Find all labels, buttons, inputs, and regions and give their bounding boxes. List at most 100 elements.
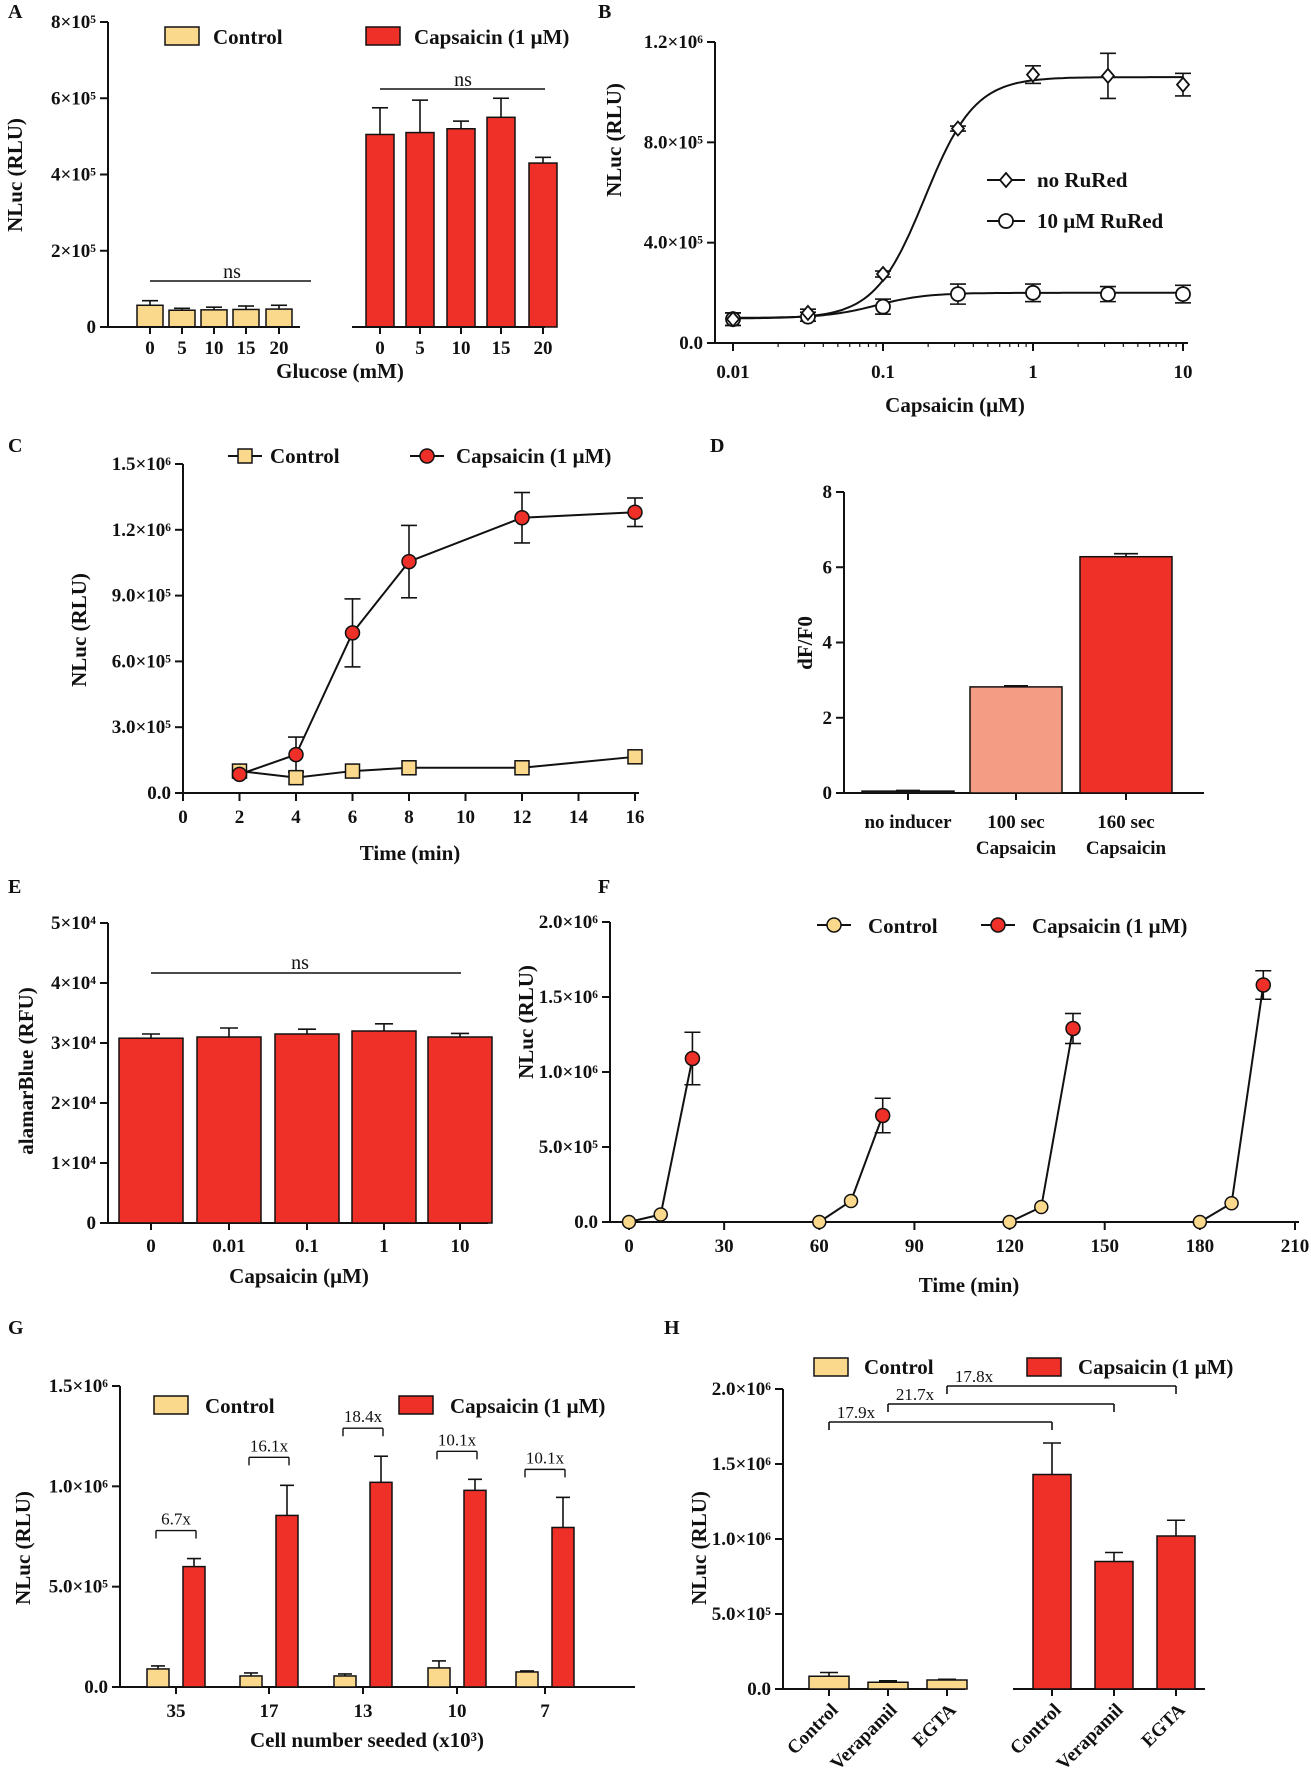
bar-G-capsaicin bbox=[463, 1489, 487, 1688]
panel-C-y-axis-label: NLuc (RLU) bbox=[67, 573, 91, 687]
legend-label-H-capsaicin: Capsaicin (1 μM) bbox=[1078, 1355, 1233, 1379]
panel-D-x-tick-label: 160 sec bbox=[1097, 812, 1155, 833]
bar-D-2 bbox=[1079, 555, 1173, 794]
panel-D-y-axis-label: dF/F0 bbox=[793, 616, 817, 670]
panel-D-x-tick-label: 100 sec bbox=[987, 812, 1045, 833]
panel-H-x-tick-label: Control bbox=[1006, 1700, 1065, 1759]
line-F-segment bbox=[628, 1058, 694, 1223]
panel-A-y-tick-label: 4×10⁵ bbox=[51, 165, 96, 186]
panel-C-y-tick-label: 1.2×10⁶ bbox=[112, 520, 172, 541]
point-B-rured bbox=[875, 298, 891, 315]
panel-G-y-tick-label: 0.0 bbox=[84, 1677, 108, 1698]
legend-label-H-control: Control bbox=[864, 1355, 934, 1379]
panel-D-y-tick-label: 2 bbox=[823, 708, 833, 729]
panel-C-x-tick-label: 2 bbox=[235, 807, 245, 828]
point-F-control bbox=[812, 1214, 827, 1230]
panel-G-x-tick-label: 13 bbox=[354, 1701, 373, 1722]
bar-A-control bbox=[200, 309, 228, 328]
legend-swatch-A-capsaicin bbox=[365, 26, 401, 46]
panel-E-y-tick-label: 4×10⁴ bbox=[51, 973, 96, 994]
line-F-segment bbox=[1009, 1028, 1074, 1223]
panel-C-x-tick-label: 14 bbox=[569, 807, 589, 828]
point-F-control bbox=[1002, 1214, 1017, 1230]
point-B-no-rured bbox=[875, 265, 891, 283]
bar-D-0 bbox=[861, 790, 955, 794]
panel-label-C: C bbox=[8, 435, 22, 457]
bar-G-capsaicin bbox=[182, 1565, 206, 1688]
fold-change-label-G: 10.1x bbox=[526, 1448, 565, 1467]
bar-E-4 bbox=[427, 1036, 493, 1224]
panel-A-x-tick-label: 10 bbox=[205, 338, 224, 359]
panel-E-y-tick-label: 3×10⁴ bbox=[51, 1033, 96, 1054]
point-F-control bbox=[1034, 1199, 1049, 1215]
panel-E-x-tick-label: 0.01 bbox=[212, 1236, 245, 1257]
panel-B-x-tick-label: 1 bbox=[1028, 362, 1038, 383]
panel-G-x-tick-label: 17 bbox=[260, 1701, 280, 1722]
panel-H-x-tick-label: EGTA bbox=[909, 1699, 961, 1751]
point-B-rured bbox=[1100, 286, 1116, 302]
panel-G-x-axis-label: Cell number seeded (x10³) bbox=[250, 1728, 484, 1752]
point-C-control bbox=[344, 763, 361, 779]
point-C-capsaicin bbox=[514, 509, 530, 526]
point-C-capsaicin bbox=[231, 766, 248, 783]
point-F-capsaicin bbox=[874, 1107, 891, 1124]
bar-H-capsaicin bbox=[1032, 1473, 1072, 1690]
bar-A-control bbox=[232, 308, 260, 328]
point-F-control bbox=[843, 1193, 859, 1209]
bar-G-capsaicin bbox=[369, 1481, 393, 1688]
legend-label-C-capsaicin: Capsaicin (1 μM) bbox=[456, 444, 611, 468]
bar-A-control bbox=[136, 304, 164, 328]
panel-G-x-tick-label: 10 bbox=[448, 1701, 467, 1722]
panel-H-y-axis-label: NLuc (RLU) bbox=[687, 1491, 711, 1605]
panel-A-x-tick-label: 0 bbox=[145, 338, 155, 359]
legend-swatch-H-control bbox=[813, 1357, 849, 1377]
panel-A-y-axis-label: NLuc (RLU) bbox=[3, 118, 27, 232]
line-C-capsaicin bbox=[239, 511, 636, 776]
bar-E-0 bbox=[118, 1037, 184, 1224]
bar-G-control bbox=[427, 1667, 451, 1688]
panel-F-x-tick-label: 60 bbox=[810, 1236, 829, 1257]
panel-E-y-axis-label: alamarBlue (RFU) bbox=[14, 987, 38, 1154]
bar-A-capsaicin bbox=[405, 131, 435, 328]
panel-label-F: F bbox=[598, 876, 610, 898]
bar-A-capsaicin bbox=[486, 116, 516, 328]
panel-A-x-tick-label: 10 bbox=[452, 338, 471, 359]
point-F-control bbox=[621, 1214, 637, 1230]
bar-G-control bbox=[515, 1671, 539, 1688]
point-F-control bbox=[653, 1207, 668, 1222]
bar-G-capsaicin bbox=[551, 1526, 575, 1688]
panel-E-x-tick-label: 10 bbox=[451, 1236, 470, 1257]
point-B-no-rured bbox=[725, 310, 741, 328]
bar-H-control bbox=[808, 1675, 850, 1690]
panel-F-y-tick-label: 2.0×10⁶ bbox=[539, 912, 599, 933]
panel-G-x-tick-label: 35 bbox=[167, 1701, 186, 1722]
legend-label-G-capsaicin: Capsaicin (1 μM) bbox=[450, 1394, 605, 1418]
ns-label-A-capsaicin: ns bbox=[454, 69, 472, 91]
point-C-control bbox=[627, 749, 643, 765]
panel-A-y-tick-label: 8×10⁵ bbox=[51, 12, 96, 33]
point-B-no-rured bbox=[1100, 67, 1116, 85]
bar-G-capsaicin bbox=[275, 1514, 299, 1688]
legend-label-A-capsaicin: Capsaicin (1 μM) bbox=[414, 25, 569, 49]
panel-G-x-tick-label: 7 bbox=[540, 1701, 550, 1722]
panel-E-y-tick-label: 1×10⁴ bbox=[51, 1153, 96, 1174]
legend-marker-F-control bbox=[826, 917, 842, 933]
fold-change-label-G: 6.7x bbox=[161, 1510, 191, 1529]
panel-G-y-tick-label: 1.0×10⁶ bbox=[49, 1476, 109, 1497]
panel-H-y-tick-label: 1.0×10⁶ bbox=[712, 1529, 772, 1550]
panel-H-y-tick-label: 5.0×10⁵ bbox=[712, 1604, 772, 1625]
legend-swatch-G-control bbox=[153, 1395, 189, 1415]
point-C-control bbox=[288, 769, 304, 786]
panel-B-x-tick-label: 10 bbox=[1174, 362, 1193, 383]
legend-marker-F-capsaicin bbox=[990, 917, 1006, 933]
panel-C-x-tick-label: 10 bbox=[456, 807, 475, 828]
point-B-no-rured bbox=[1025, 66, 1041, 83]
legend-swatch-H-capsaicin bbox=[1026, 1357, 1062, 1377]
ns-label-A-control: ns bbox=[223, 261, 241, 283]
panel-H-x-tick-label: EGTA bbox=[1138, 1699, 1190, 1751]
bar-H-control bbox=[867, 1681, 909, 1690]
panel-E-y-tick-label: 5×10⁴ bbox=[51, 913, 96, 934]
panel-label-D: D bbox=[710, 435, 724, 457]
panel-F-y-tick-label: 1.5×10⁶ bbox=[539, 987, 599, 1008]
bar-H-capsaicin bbox=[1156, 1535, 1196, 1690]
